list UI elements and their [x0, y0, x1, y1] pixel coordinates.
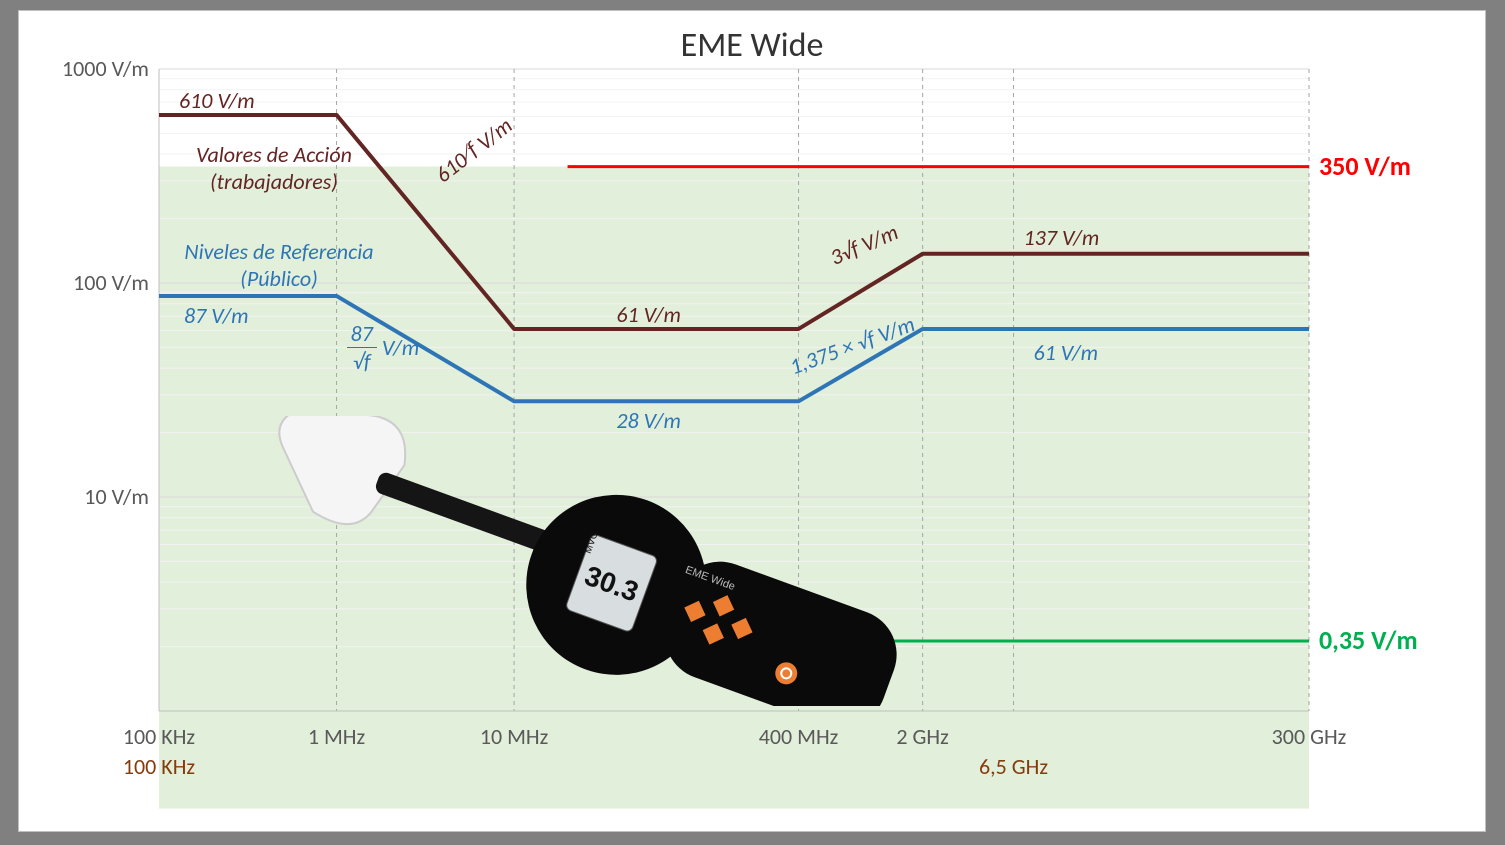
legend-action-line1: Valores de Acción: [159, 141, 389, 169]
y-tick-label: 10 V/m: [29, 483, 149, 510]
segment-label: 61 V/m: [1034, 339, 1099, 366]
legend-ref-line1: Niveles de Referencia: [149, 238, 409, 266]
x-tick-label: 100 KHz: [123, 723, 195, 750]
segment-label: 61 V/m: [616, 301, 681, 328]
limit-high-label: 350 V/m: [1319, 150, 1411, 182]
y-tick-label: 100 V/m: [29, 269, 149, 296]
chart-frame: EME Wide 10 V/m100 V/m1000 V/m 100 KHz1 …: [18, 10, 1486, 832]
legend-action: Valores de Acción(trabajadores): [159, 141, 389, 196]
x-tick-label: 2 GHz: [896, 723, 948, 750]
legend-reference: Niveles de Referencia(Público): [149, 238, 409, 293]
segment-label: 87 V/m: [184, 302, 249, 329]
x-tick-label: 300 GHz: [1272, 723, 1347, 750]
segment-label: 610 V/m: [179, 87, 255, 114]
device-illustration: 30.3MVGEME Wide: [254, 416, 934, 706]
segment-label: 137 V/m: [1024, 224, 1100, 251]
x-tick-label: 400 MHz: [759, 723, 839, 750]
range-mark-label: 100 KHz: [123, 753, 195, 780]
x-tick-label: 10 MHz: [480, 723, 548, 750]
limit-low-label: 0,35 V/m: [1319, 624, 1418, 656]
legend-ref-line2: (Público): [149, 265, 409, 293]
x-tick-label: 1 MHz: [308, 723, 365, 750]
segment-label: 87√f V/m: [347, 320, 420, 375]
y-tick-label: 1000 V/m: [29, 55, 149, 82]
legend-action-line2: (trabajadores): [159, 168, 389, 196]
range-mark-label: 6,5 GHz: [979, 753, 1048, 780]
